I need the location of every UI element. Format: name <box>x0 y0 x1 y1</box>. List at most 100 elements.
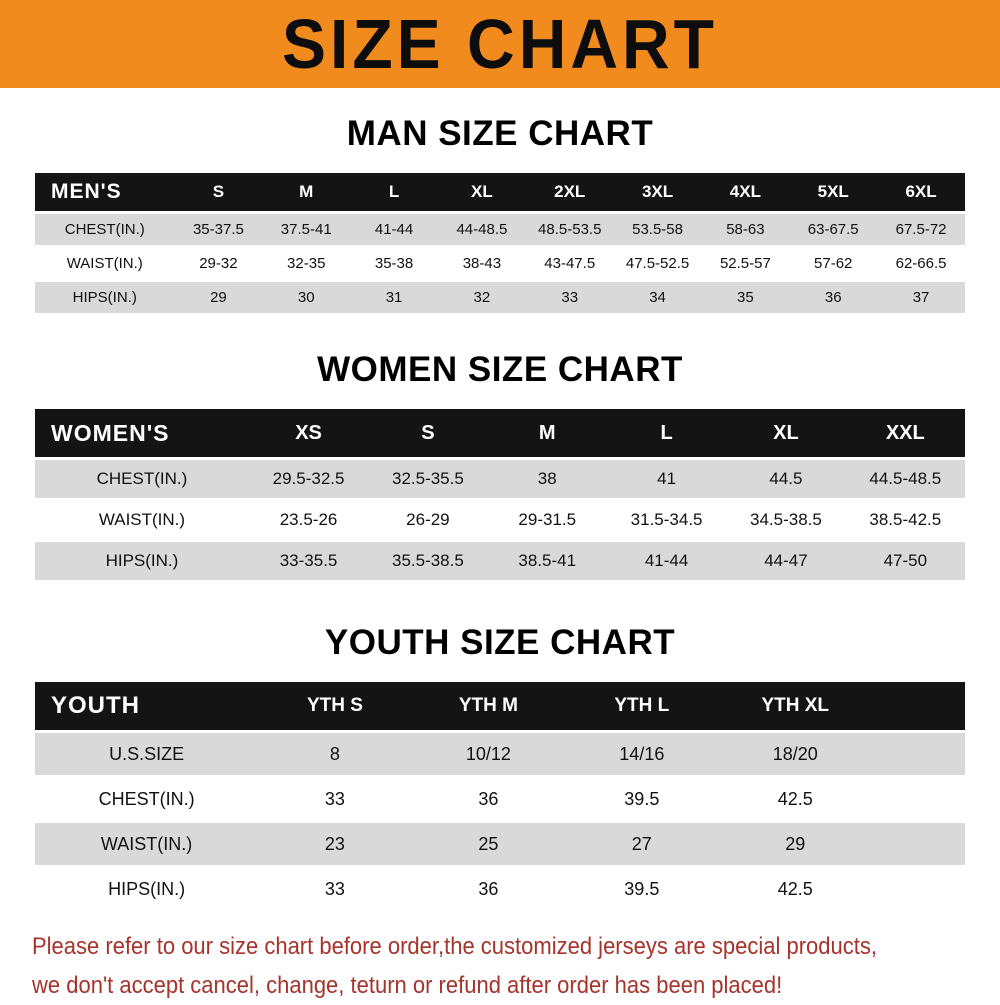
column-header: YTH XL <box>718 682 872 730</box>
size-value: 37 <box>877 282 965 313</box>
row-label: HIPS(IN.) <box>35 282 175 313</box>
size-value: 44.5-48.5 <box>845 460 965 498</box>
size-value: 33-35.5 <box>248 542 369 580</box>
table-row: WAIST(IN.) 29-32 32-35 35-38 38-43 43-47.5 47.… <box>35 248 965 279</box>
size-value: 10/12 <box>411 733 566 775</box>
size-value: 43-47.5 <box>525 248 614 279</box>
size-value: 47-50 <box>845 542 965 580</box>
women-size-section: WOMEN SIZE CHART WOMEN'S XS S M L XL XXL CHEST(… <box>0 350 1000 583</box>
row-label: CHEST(IN.) <box>35 778 259 820</box>
size-value: 29.5-32.5 <box>248 460 369 498</box>
disclaimer-line-1: Please refer to our size chart before or… <box>32 932 877 960</box>
page-title: SIZE CHART <box>282 5 718 83</box>
size-value: 58-63 <box>701 214 790 245</box>
column-header: YTH S <box>258 682 412 730</box>
size-value: 35.5-38.5 <box>368 542 488 580</box>
column-header: 3XL <box>613 173 702 211</box>
size-value: 37.5-41 <box>262 214 351 245</box>
column-header: 4XL <box>701 173 790 211</box>
column-header: L <box>606 409 727 457</box>
row-label: WAIST(IN.) <box>35 823 259 865</box>
column-header: M <box>262 173 351 211</box>
size-value: 30 <box>262 282 351 313</box>
size-value: 23.5-26 <box>248 501 369 539</box>
table-label: WOMEN'S <box>35 409 249 457</box>
column-header: YTH M <box>411 682 566 730</box>
size-value: 53.5-58 <box>613 214 702 245</box>
size-value: 41 <box>606 460 727 498</box>
size-value: 38-43 <box>437 248 526 279</box>
row-label: CHEST(IN.) <box>35 214 175 245</box>
size-value: 39.5 <box>565 778 719 820</box>
size-value: 33 <box>258 778 412 820</box>
size-value: 31.5-34.5 <box>606 501 727 539</box>
table-row: CHEST(IN.) 35-37.5 37.5-41 41-44 44-48.5 48.5… <box>35 214 965 245</box>
row-label: HIPS(IN.) <box>35 868 259 910</box>
size-value: 44-47 <box>726 542 846 580</box>
man-size-section: MAN SIZE CHART MEN'S S M L XL 2XL 3XL 4XL 5XL 6XL… <box>0 114 1000 316</box>
size-value: 35-38 <box>350 248 438 279</box>
table-header-row: YOUTH YTH S YTH M YTH L YTH XL <box>35 682 965 730</box>
size-value: 33 <box>525 282 614 313</box>
size-value: 47.5-52.5 <box>613 248 702 279</box>
column-header: M <box>487 409 607 457</box>
column-header: XL <box>437 173 526 211</box>
filler-cell <box>872 868 965 910</box>
table-header-row: WOMEN'S XS S M L XL XXL <box>35 409 965 457</box>
column-header: S <box>174 173 263 211</box>
size-value: 29 <box>174 282 263 313</box>
size-value: 39.5 <box>565 868 719 910</box>
filler-cell <box>872 733 965 775</box>
size-value: 38.5-41 <box>487 542 607 580</box>
section-heading-women: WOMEN SIZE CHART <box>317 350 683 389</box>
size-value: 8 <box>258 733 412 775</box>
column-header: YTH L <box>565 682 719 730</box>
size-value: 36 <box>789 282 878 313</box>
size-value: 31 <box>350 282 438 313</box>
table-row: U.S.SIZE 8 10/12 14/16 18/20 <box>35 733 965 775</box>
size-value: 41-44 <box>350 214 438 245</box>
size-value: 35-37.5 <box>174 214 263 245</box>
size-value: 52.5-57 <box>701 248 790 279</box>
size-value: 32-35 <box>262 248 351 279</box>
size-value: 44-48.5 <box>437 214 526 245</box>
size-value: 36 <box>411 868 566 910</box>
size-value: 34 <box>613 282 702 313</box>
size-value: 44.5 <box>726 460 846 498</box>
size-value: 67.5-72 <box>877 214 965 245</box>
size-value: 38.5-42.5 <box>845 501 965 539</box>
women-size-table: WOMEN'S XS S M L XL XXL CHEST(IN.) 29.5-32.5 32.5… <box>35 406 965 583</box>
youth-size-table: YOUTH YTH S YTH M YTH L YTH XL U.S.SIZE 8 10/12… <box>35 679 965 913</box>
row-label: WAIST(IN.) <box>35 501 249 539</box>
column-header: L <box>350 173 438 211</box>
column-header: 5XL <box>789 173 878 211</box>
size-value: 27 <box>565 823 719 865</box>
table-row: HIPS(IN.) 33-35.5 35.5-38.5 38.5-41 41-44 44-… <box>35 542 965 580</box>
size-value: 32.5-35.5 <box>368 460 488 498</box>
disclaimer: Please refer to our size chart before or… <box>32 927 1000 1005</box>
size-value: 26-29 <box>368 501 488 539</box>
size-value: 57-62 <box>789 248 878 279</box>
size-value: 42.5 <box>718 868 872 910</box>
size-value: 63-67.5 <box>789 214 878 245</box>
table-row: WAIST(IN.) 23 25 27 29 <box>35 823 965 865</box>
column-header: 6XL <box>877 173 965 211</box>
size-value: 33 <box>258 868 412 910</box>
size-value: 25 <box>411 823 566 865</box>
filler-cell <box>872 682 965 730</box>
disclaimer-line-2: we don't accept cancel, change, teturn o… <box>32 971 783 999</box>
size-value: 38 <box>487 460 607 498</box>
table-row: CHEST(IN.) 29.5-32.5 32.5-35.5 38 41 44.5 44.5… <box>35 460 965 498</box>
row-label: WAIST(IN.) <box>35 248 175 279</box>
size-value: 29-32 <box>174 248 263 279</box>
filler-cell <box>872 823 965 865</box>
table-label: MEN'S <box>35 173 175 211</box>
size-value: 29-31.5 <box>487 501 607 539</box>
row-label: CHEST(IN.) <box>35 460 249 498</box>
size-value: 18/20 <box>718 733 872 775</box>
table-row: WAIST(IN.) 23.5-26 26-29 29-31.5 31.5-34.5 34… <box>35 501 965 539</box>
size-value: 34.5-38.5 <box>726 501 846 539</box>
section-heading-youth: YOUTH SIZE CHART <box>324 623 676 662</box>
column-header: XS <box>248 409 369 457</box>
size-value: 36 <box>411 778 566 820</box>
